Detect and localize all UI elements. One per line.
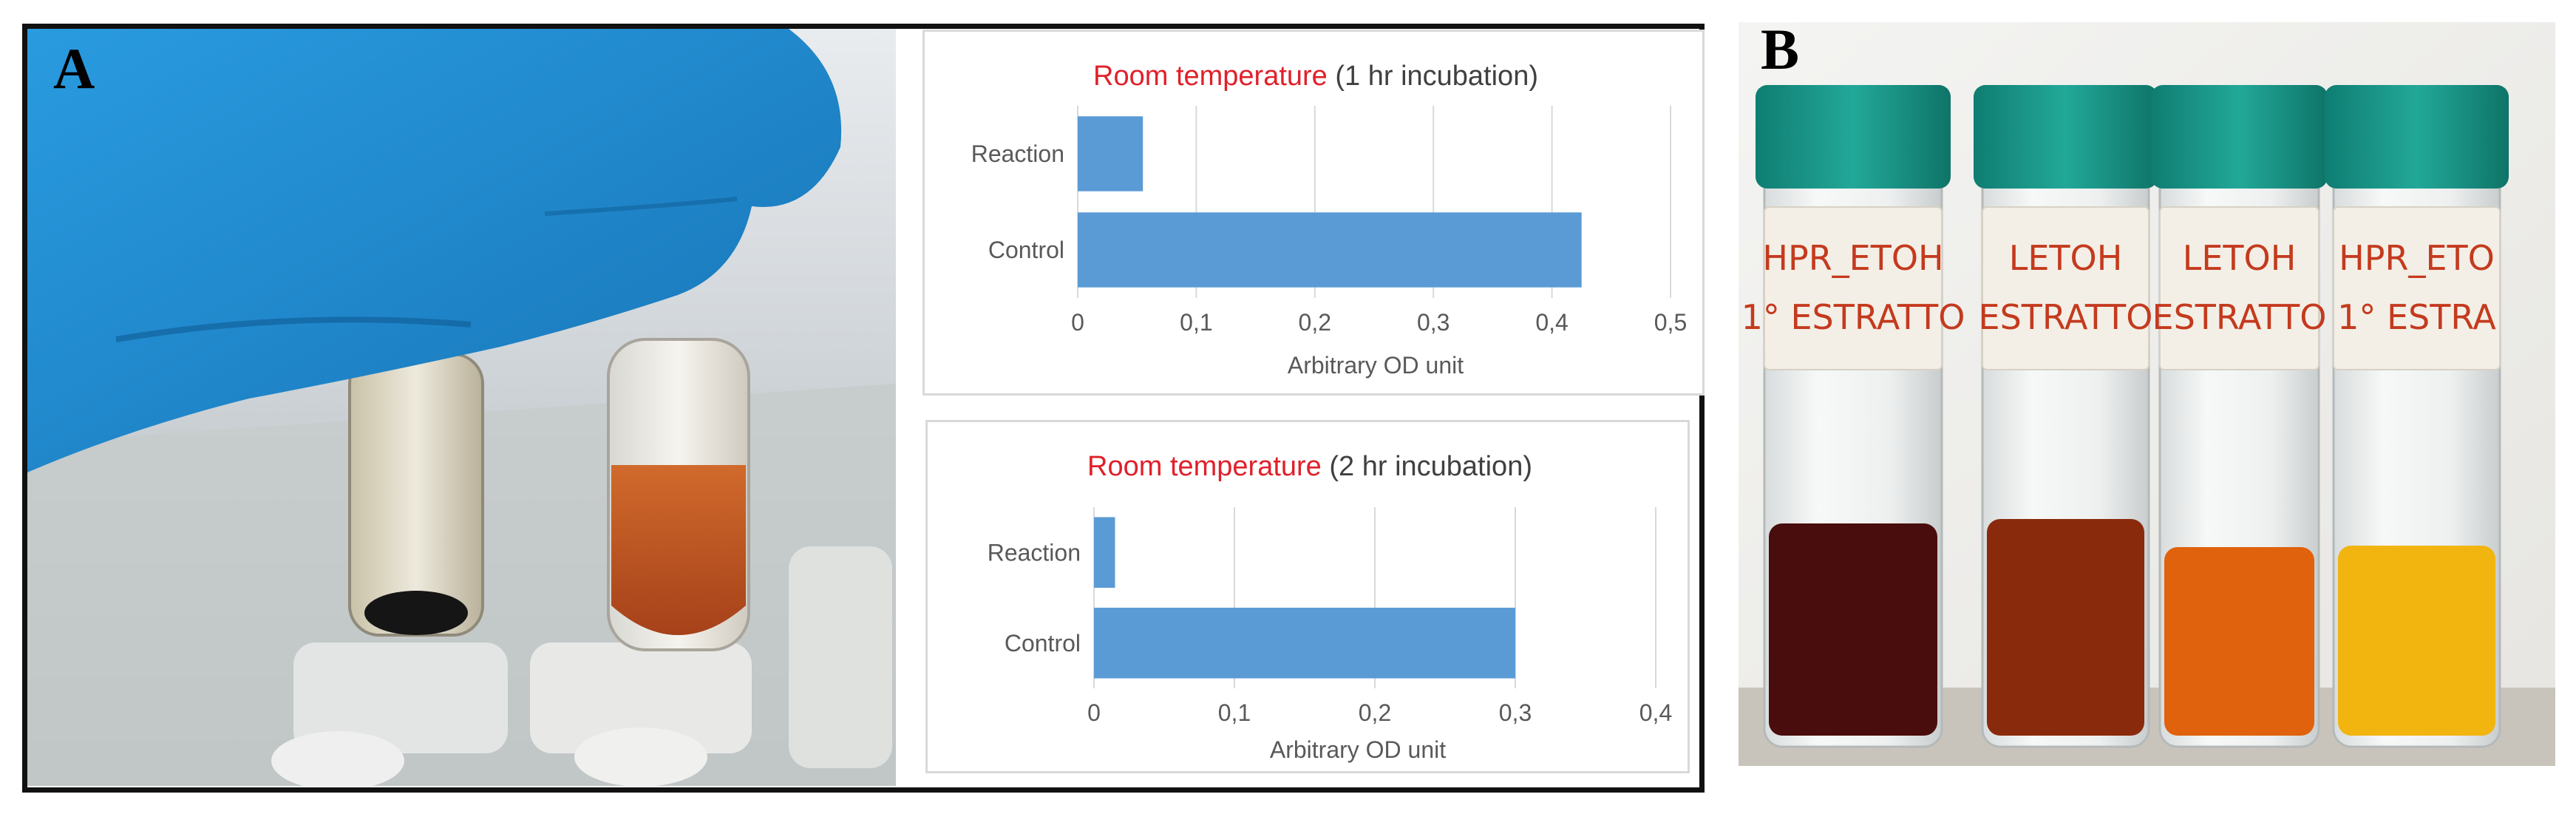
vial-label-text: 1° ESTRA [2337, 297, 2496, 337]
category-label: Control [988, 237, 1064, 263]
vial-1: HPR_ETOH 1° ESTRATTO [1741, 85, 1965, 748]
x-tick-label: 0,3 [1417, 309, 1450, 336]
x-tick-label: 0,4 [1535, 309, 1568, 336]
vial-liquid [1769, 523, 1937, 736]
x-tick-label: 0,2 [1359, 699, 1391, 726]
chart-1hr-xlabel: Arbitrary OD unit [1288, 352, 1464, 379]
vial-label-text: HPR_ETO [2339, 238, 2495, 278]
x-tick-label: 0 [1087, 699, 1101, 726]
vial-label [1982, 206, 2150, 370]
vial-2: LETOH ESTRATTO [1974, 85, 2158, 748]
panel-b-label: B [1761, 17, 1800, 81]
vial-liquid [1987, 519, 2144, 736]
chart-1hr-title: Room temperature (1 hr incubation) [1093, 61, 1538, 92]
x-tick-label: 0 [1071, 309, 1084, 336]
vial-label-text: LETOH [2009, 238, 2123, 278]
panel-a-photo [27, 29, 896, 786]
vial-label-text: LETOH [2183, 238, 2297, 278]
vial-cap [2325, 85, 2509, 189]
x-tick-label: 0,5 [1654, 309, 1687, 336]
x-tick-label: 0,1 [1218, 699, 1251, 726]
panel-b-photo: HPR_ETOH 1° ESTRATTO LETOH ESTRATTO LETOH EST… [1739, 22, 2555, 766]
vial-liquid [2338, 546, 2495, 736]
vial-cap [2151, 85, 2328, 189]
vial-label-text: 1° ESTRATTO [1741, 297, 1965, 337]
vial-label [2333, 206, 2501, 370]
vial-cap [1756, 85, 1951, 189]
vial-label-text: ESTRATTO [1979, 297, 2153, 337]
vial-liquid [2164, 547, 2314, 736]
vial-label-text: ESTRATTO [2152, 297, 2327, 337]
vial-label [2159, 206, 2320, 370]
chart-2hr: Room temperature (2 hr incubation) React… [925, 420, 1690, 773]
x-tick-label: 0,2 [1299, 309, 1331, 336]
chart-2hr-svg: Room temperature (2 hr incubation) React… [988, 451, 1673, 763]
vial-3: LETOH ESTRATTO [2151, 85, 2328, 748]
category-label: Reaction [971, 140, 1064, 167]
chart-2hr-xlabel: Arbitrary OD unit [1270, 736, 1446, 763]
category-label: Reaction [988, 539, 1081, 566]
bar-reaction [1078, 116, 1143, 191]
bar-control [1094, 607, 1515, 679]
panel-a-label: A [53, 36, 95, 101]
x-tick-label: 0,4 [1639, 699, 1672, 726]
chart-1hr: Room temperature (1 hr incubation) React… [922, 30, 1705, 396]
vial-label-text: HPR_ETOH [1762, 238, 1943, 278]
x-tick-label: 0,3 [1499, 699, 1532, 726]
bar-control [1078, 212, 1582, 288]
chart-1hr-svg: Room temperature (1 hr incubation) React… [971, 61, 1688, 379]
bar-reaction [1094, 517, 1115, 589]
vial-cap [1974, 85, 2158, 189]
category-label: Control [1005, 630, 1081, 657]
x-tick-label: 0,1 [1180, 309, 1212, 336]
chart-2hr-title: Room temperature (2 hr incubation) [1087, 451, 1532, 482]
vial-label [1764, 206, 1943, 370]
vial-4: HPR_ETO 1° ESTRA [2325, 85, 2509, 748]
